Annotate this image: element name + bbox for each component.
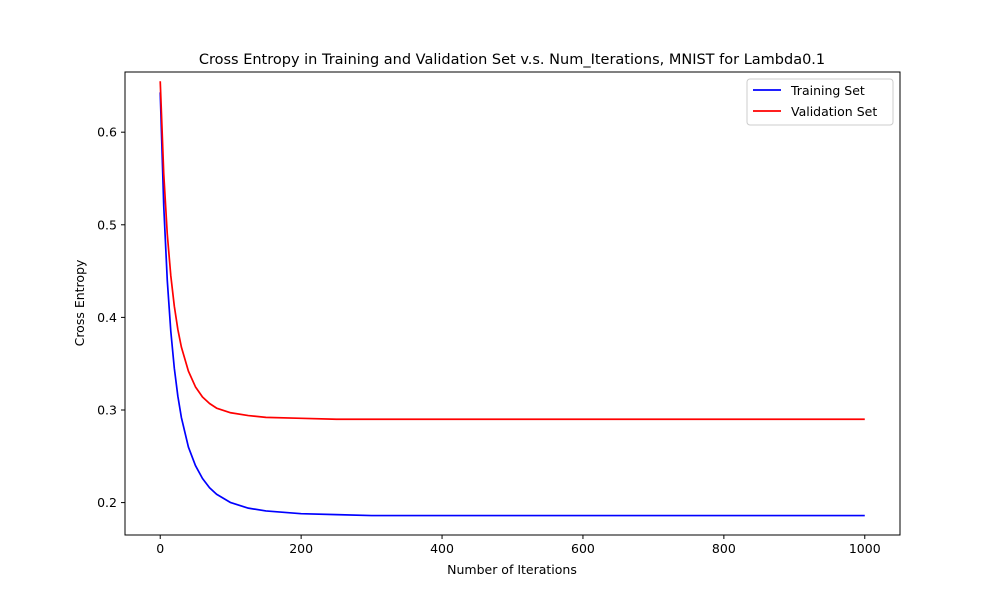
series-layer bbox=[159, 81, 865, 517]
x-tick-label: 400 bbox=[430, 541, 454, 556]
legend: Training Set Validation Set bbox=[746, 78, 894, 126]
x-tick-label: 200 bbox=[289, 541, 313, 556]
x-axis-label: Number of Iterations bbox=[447, 562, 577, 577]
y-tick-label: 0.6 bbox=[97, 125, 117, 140]
series-line-training-set bbox=[159, 92, 865, 517]
chart-title: Cross Entropy in Training and Validation… bbox=[199, 52, 825, 68]
x-tick-label: 0 bbox=[156, 541, 164, 556]
series-line-validation-set bbox=[159, 81, 865, 421]
x-axis: 0 200 400 600 800 1000 bbox=[156, 535, 881, 556]
x-tick-label: 600 bbox=[571, 541, 595, 556]
y-tick-label: 0.5 bbox=[97, 217, 117, 232]
y-tick-label: 0.3 bbox=[97, 402, 117, 417]
x-tick-label: 1000 bbox=[849, 541, 881, 556]
x-tick-label: 800 bbox=[712, 541, 736, 556]
y-axis-label: Cross Entropy bbox=[72, 259, 87, 346]
y-tick-label: 0.4 bbox=[97, 310, 117, 325]
legend-label-training-set: Training Set bbox=[790, 83, 865, 98]
y-axis: 0.2 0.3 0.4 0.5 0.6 bbox=[97, 125, 125, 510]
y-tick-label: 0.2 bbox=[97, 495, 117, 510]
legend-label-validation-set: Validation Set bbox=[791, 104, 877, 119]
legend-box bbox=[746, 78, 894, 126]
plot-frame bbox=[124, 71, 901, 536]
